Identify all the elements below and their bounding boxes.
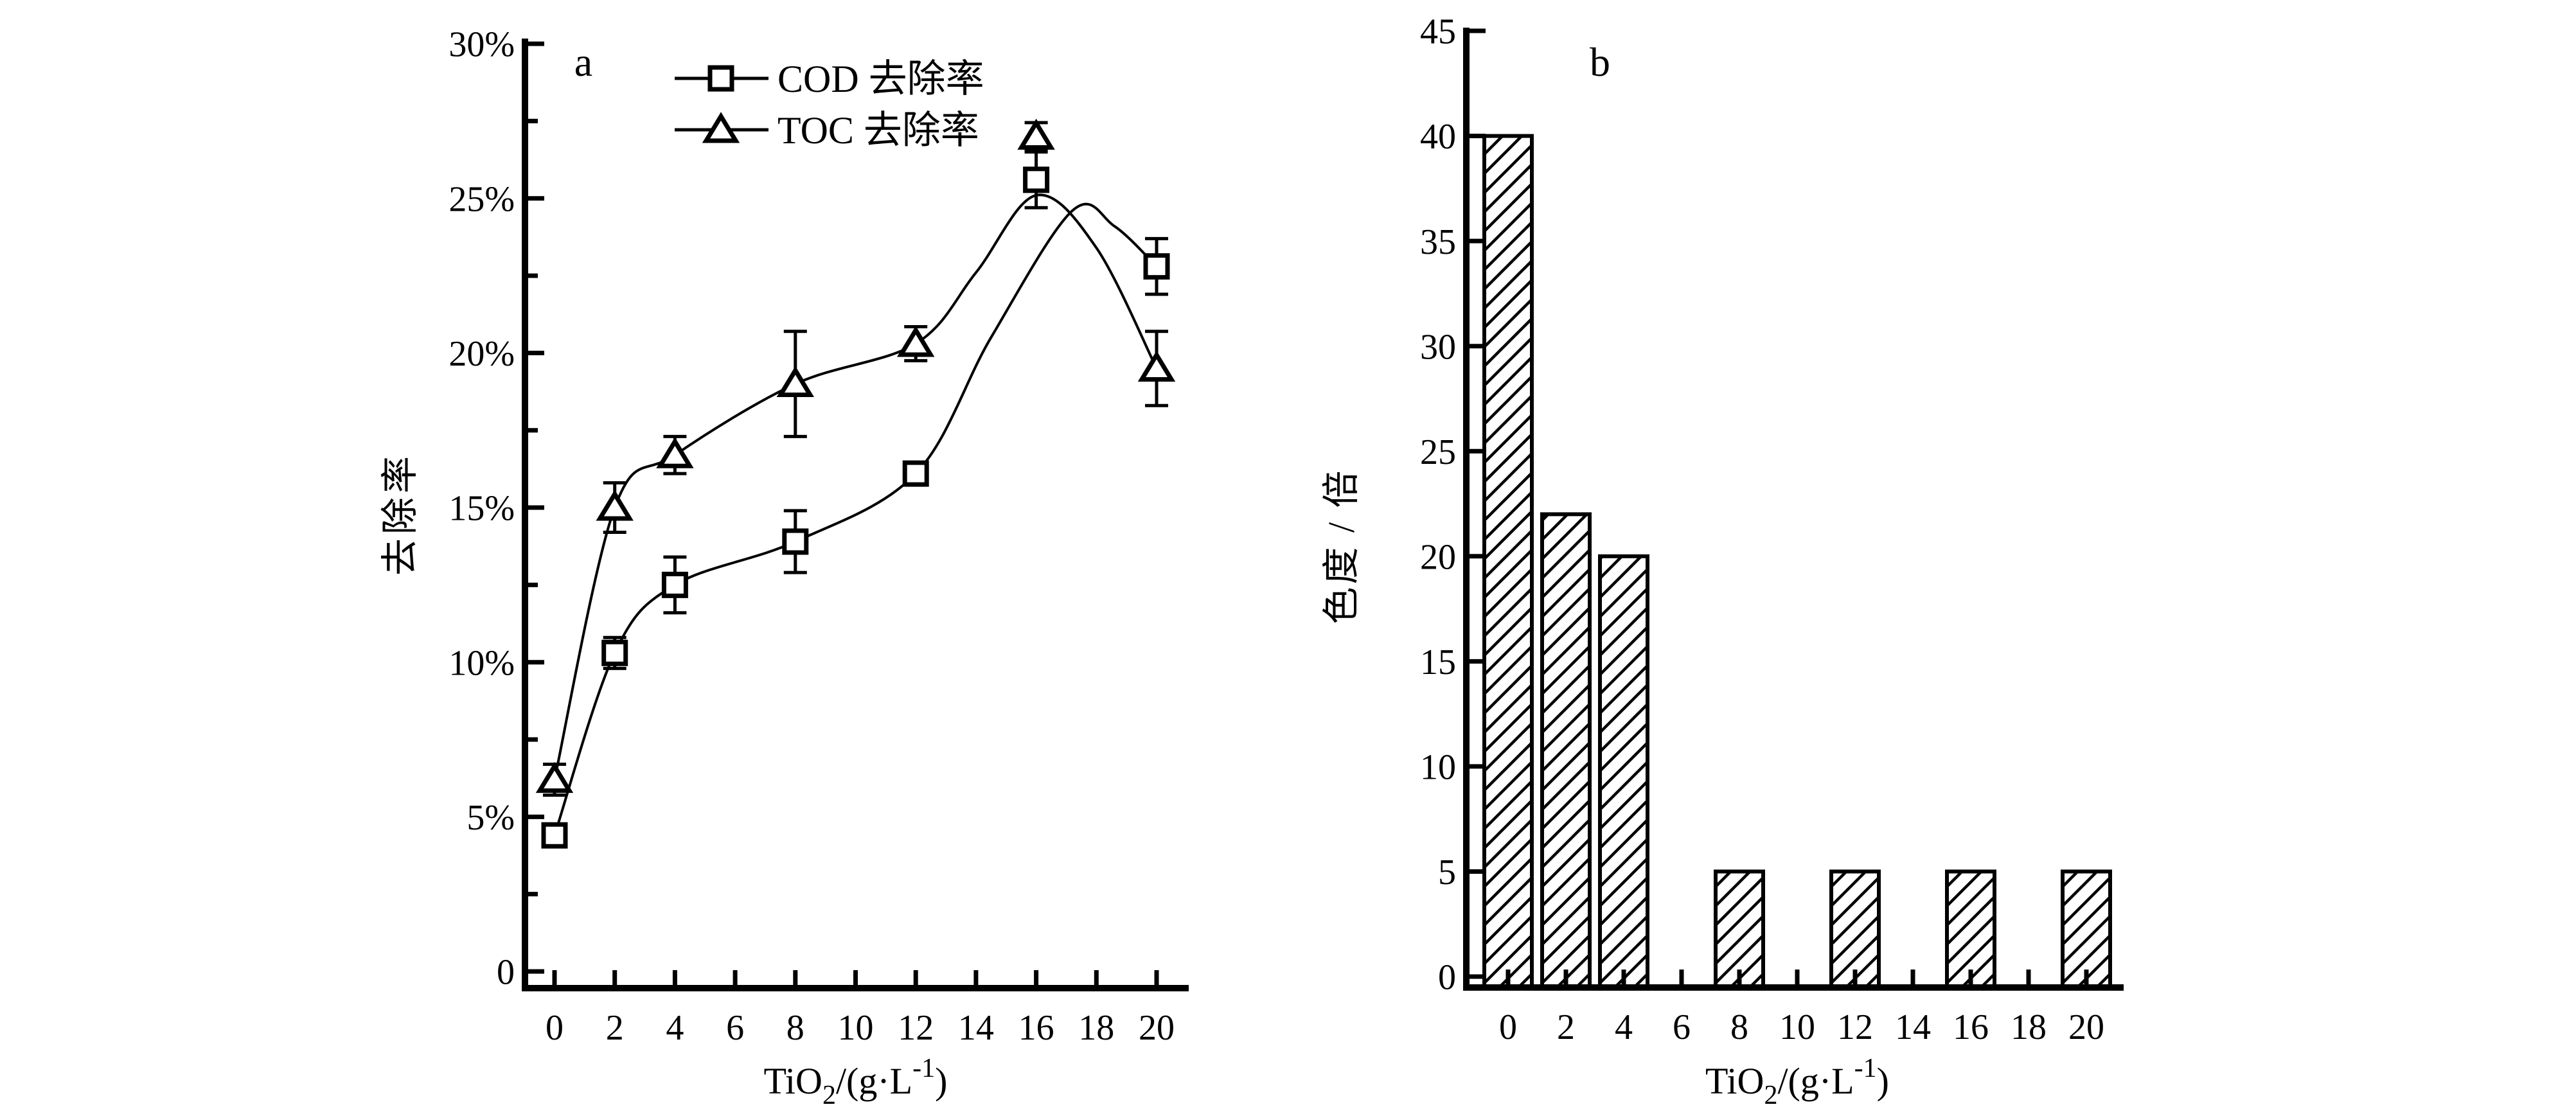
x-tick-label: 2 bbox=[1557, 1007, 1575, 1047]
x-tick-label: 14 bbox=[1895, 1007, 1931, 1047]
x-tick-label: 20 bbox=[1139, 1008, 1175, 1048]
panel-a: 0 5% 10% 15% 20% 25% 30% 0 2 4 6 8 10 12 14 16 18 20 TiO2/… bbox=[379, 25, 1189, 1110]
x-tick-label: 18 bbox=[1078, 1008, 1114, 1048]
legend-label: COD 去除率 bbox=[777, 58, 984, 100]
x-tick-label: 10 bbox=[838, 1008, 874, 1048]
series-toc bbox=[535, 118, 1176, 797]
y-tick-label: 35 bbox=[1420, 222, 1456, 262]
data-point-triangle bbox=[1017, 118, 1055, 150]
panel-b-x-axis: 0 2 4 6 8 10 12 14 16 18 20 bbox=[1499, 970, 2104, 1047]
data-point-square bbox=[541, 822, 568, 849]
panel-a-label: a bbox=[574, 39, 592, 85]
y-tick-label: 15 bbox=[1420, 642, 1456, 682]
y-tick-label: 20% bbox=[449, 334, 515, 374]
x-tick-label: 2 bbox=[606, 1008, 624, 1048]
data-point-square bbox=[601, 639, 628, 666]
panel-b-label: b bbox=[1590, 39, 1610, 85]
bar bbox=[1482, 134, 1534, 990]
data-point-square bbox=[902, 460, 929, 487]
x-tick-label: 6 bbox=[1673, 1007, 1691, 1047]
legend-item-0: COD 去除率 bbox=[675, 58, 984, 100]
legend-item-1: TOC 去除率 bbox=[675, 109, 979, 152]
x-tick-label: 18 bbox=[2011, 1007, 2047, 1047]
x-tick-label: 0 bbox=[1499, 1007, 1517, 1047]
y-tick-label: 40 bbox=[1420, 117, 1456, 157]
y-tick-label: 10 bbox=[1420, 748, 1456, 788]
panel-b-y-axis: 0 5 10 15 20 25 30 35 40 45 bbox=[1420, 12, 1486, 998]
data-point-triangle bbox=[896, 326, 935, 357]
series-cod bbox=[541, 150, 1170, 849]
bar bbox=[1598, 554, 1649, 989]
y-tick-label: 0 bbox=[497, 953, 515, 993]
data-point-square bbox=[661, 571, 688, 598]
x-tick-label: 12 bbox=[1837, 1007, 1873, 1047]
legend-triangle-icon bbox=[702, 112, 740, 143]
legend-square-icon bbox=[707, 65, 734, 92]
y-tick-label: 0 bbox=[1438, 958, 1456, 998]
panel-a-y-axis: 0 5% 10% 15% 20% 25% 30% bbox=[449, 25, 544, 993]
bar bbox=[1829, 869, 1881, 989]
x-tick-label: 4 bbox=[666, 1008, 684, 1048]
bar bbox=[1714, 869, 1765, 989]
x-tick-label: 16 bbox=[1018, 1008, 1054, 1048]
y-tick-label: 30% bbox=[449, 25, 515, 65]
panel-b-x-axis-title: TiO2/(g·L-1) bbox=[1705, 1054, 1889, 1110]
data-point-square bbox=[1143, 253, 1170, 280]
y-tick-label: 45 bbox=[1420, 12, 1456, 52]
x-tick-label: 10 bbox=[1779, 1007, 1815, 1047]
panel-a-y-axis-title: 去除率 bbox=[379, 452, 421, 576]
data-point-triangle bbox=[776, 366, 815, 398]
data-point-triangle bbox=[1137, 350, 1176, 382]
bars bbox=[1482, 134, 2112, 990]
y-tick-label: 25 bbox=[1420, 432, 1456, 472]
panel-a-x-axis: 0 2 4 6 8 10 12 14 16 18 20 bbox=[546, 970, 1175, 1048]
x-tick-label: 4 bbox=[1615, 1007, 1633, 1047]
bar bbox=[1540, 512, 1592, 989]
x-tick-label: 14 bbox=[958, 1008, 994, 1048]
y-tick-label: 20 bbox=[1420, 537, 1456, 577]
x-tick-label: 12 bbox=[898, 1008, 934, 1048]
x-tick-label: 20 bbox=[2068, 1007, 2104, 1047]
data-point-triangle bbox=[535, 761, 574, 793]
x-tick-label: 6 bbox=[726, 1008, 744, 1048]
series-curve bbox=[553, 193, 1158, 781]
data-point-square bbox=[782, 528, 809, 555]
data-point-triangle bbox=[596, 490, 634, 521]
data-point-triangle bbox=[656, 437, 694, 468]
panel-b-axes bbox=[1463, 28, 2124, 991]
y-tick-label: 15% bbox=[449, 489, 515, 529]
y-tick-label: 25% bbox=[449, 179, 515, 219]
y-tick-label: 5% bbox=[466, 798, 515, 838]
x-tick-label: 16 bbox=[1953, 1007, 1989, 1047]
y-tick-label: 5 bbox=[1438, 853, 1456, 892]
legend: COD 去除率 TOC 去除率 bbox=[675, 58, 984, 152]
x-tick-label: 8 bbox=[1730, 1007, 1748, 1047]
panel-b-y-axis-title: 色度 / 倍 bbox=[1320, 468, 1362, 624]
data-point-square bbox=[1023, 166, 1050, 193]
x-tick-label: 8 bbox=[786, 1008, 804, 1048]
panel-a-axes bbox=[522, 39, 1189, 991]
legend-label: TOC 去除率 bbox=[777, 109, 979, 152]
y-tick-label: 10% bbox=[449, 643, 515, 683]
x-tick-label: 0 bbox=[546, 1008, 564, 1048]
series-curve bbox=[553, 202, 1158, 836]
y-tick-label: 30 bbox=[1420, 327, 1456, 367]
panel-a-x-axis-title: TiO2/(g·L-1) bbox=[764, 1054, 948, 1110]
